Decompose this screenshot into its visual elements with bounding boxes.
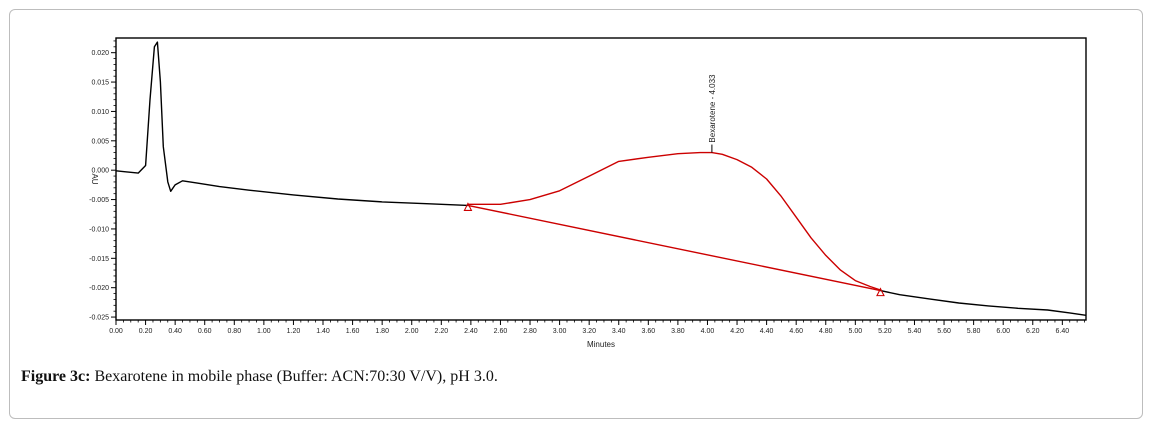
peak-marker-triangle xyxy=(463,202,473,211)
x-tick-label: 3.80 xyxy=(671,328,685,335)
x-tick-label: 0.20 xyxy=(139,328,153,335)
x-tick-label: 5.00 xyxy=(849,328,863,335)
plot-area-border xyxy=(115,37,1087,321)
x-tick-label: 4.40 xyxy=(760,328,774,335)
x-tick-label: 1.20 xyxy=(287,328,301,335)
x-tick-label: 1.60 xyxy=(346,328,360,335)
x-tick-label: 3.00 xyxy=(553,328,567,335)
x-tick-label: 4.00 xyxy=(701,328,715,335)
caption-label: Figure 3c: xyxy=(21,368,91,385)
x-tick-label: 6.20 xyxy=(1026,328,1040,335)
x-tick-label: 4.60 xyxy=(789,328,803,335)
series-line-1 xyxy=(880,289,1087,316)
y-tick-label: -0.020 xyxy=(89,285,109,292)
x-tick-label: 1.80 xyxy=(375,328,389,335)
y-tick-label: 0.005 xyxy=(91,138,109,145)
y-tick-label: -0.025 xyxy=(89,315,109,322)
x-tick-label: 5.40 xyxy=(908,328,922,335)
x-tick-label: 6.00 xyxy=(996,328,1010,335)
y-tick-label: -0.010 xyxy=(89,226,109,233)
x-tick-label: 5.20 xyxy=(878,328,892,335)
x-tick-label: 6.40 xyxy=(1056,328,1070,335)
x-tick-label: 2.20 xyxy=(434,328,448,335)
y-axis-label: AU xyxy=(90,173,99,184)
x-tick-label: 2.40 xyxy=(464,328,478,335)
x-tick-label: 3.60 xyxy=(642,328,656,335)
y-tick-label: -0.005 xyxy=(89,197,109,204)
peak-annotation: Bexarotene - 4.033 xyxy=(708,74,717,143)
series-line-2 xyxy=(467,151,881,291)
series-line-0 xyxy=(115,41,468,207)
x-tick-label: 0.80 xyxy=(227,328,241,335)
figure-frame xyxy=(9,9,1143,419)
y-tick-label: 0.010 xyxy=(91,109,109,116)
peak-marker-triangle xyxy=(876,287,885,297)
x-tick-label: 2.60 xyxy=(494,328,508,335)
x-tick-label: 4.80 xyxy=(819,328,833,335)
x-tick-label: 3.20 xyxy=(582,328,596,335)
y-tick-label: 0.015 xyxy=(91,80,109,87)
series-line-3 xyxy=(467,204,881,292)
x-tick-label: 0.00 xyxy=(109,328,123,335)
x-tick-label: 2.80 xyxy=(523,328,537,335)
x-axis-label: Minutes xyxy=(587,340,615,349)
x-tick-label: 0.40 xyxy=(168,328,182,335)
x-tick-label: 3.40 xyxy=(612,328,626,335)
x-tick-label: 5.80 xyxy=(967,328,981,335)
caption-text: Bexarotene in mobile phase (Buffer: ACN:… xyxy=(90,368,498,385)
x-tick-label: 4.20 xyxy=(730,328,744,335)
x-tick-label: 0.60 xyxy=(198,328,212,335)
figure-caption: Figure 3c: Bexarotene in mobile phase (B… xyxy=(21,368,498,386)
y-tick-label: -0.015 xyxy=(89,256,109,263)
x-tick-label: 1.00 xyxy=(257,328,271,335)
x-tick-label: 1.40 xyxy=(316,328,330,335)
y-tick-label: 0.000 xyxy=(91,168,109,175)
x-tick-label: 2.00 xyxy=(405,328,419,335)
y-tick-label: 0.020 xyxy=(91,50,109,57)
x-tick-label: 5.60 xyxy=(937,328,951,335)
